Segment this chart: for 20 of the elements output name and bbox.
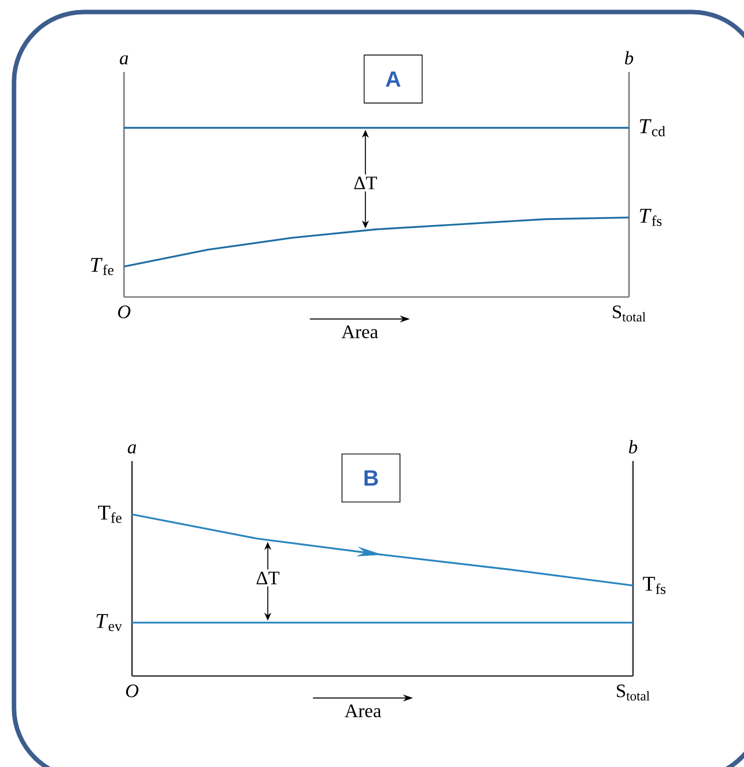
- chart-title: B: [364, 470, 378, 486]
- annotation: T$_{fs}$: [640, 208, 662, 226]
- text: b: [628, 440, 638, 454]
- text: a: [128, 444, 136, 454]
- annotation: T$_{fe}$: [91, 258, 114, 276]
- annotation: T$_{ev}$: [96, 614, 122, 632]
- annotation: T$_{fs}$: [642, 576, 666, 594]
- annotation: ΔT: [256, 572, 280, 584]
- x-axis-title: Area: [344, 704, 382, 718]
- annotation: ΔT: [354, 176, 377, 190]
- text: b: [624, 51, 634, 64]
- annotation: T$_{fe}$: [98, 506, 122, 523]
- x-tick-label: S$_{total}$: [616, 684, 650, 701]
- text: a: [120, 55, 128, 64]
- x-tick-label: O: [126, 684, 138, 698]
- chart-title: A: [386, 71, 401, 87]
- annotation: T$_{cd}$: [640, 119, 666, 136]
- x-axis-title: Area: [342, 326, 378, 338]
- x-tick-label: S$_{total}$: [612, 306, 646, 322]
- x-tick-label: O: [118, 306, 130, 318]
